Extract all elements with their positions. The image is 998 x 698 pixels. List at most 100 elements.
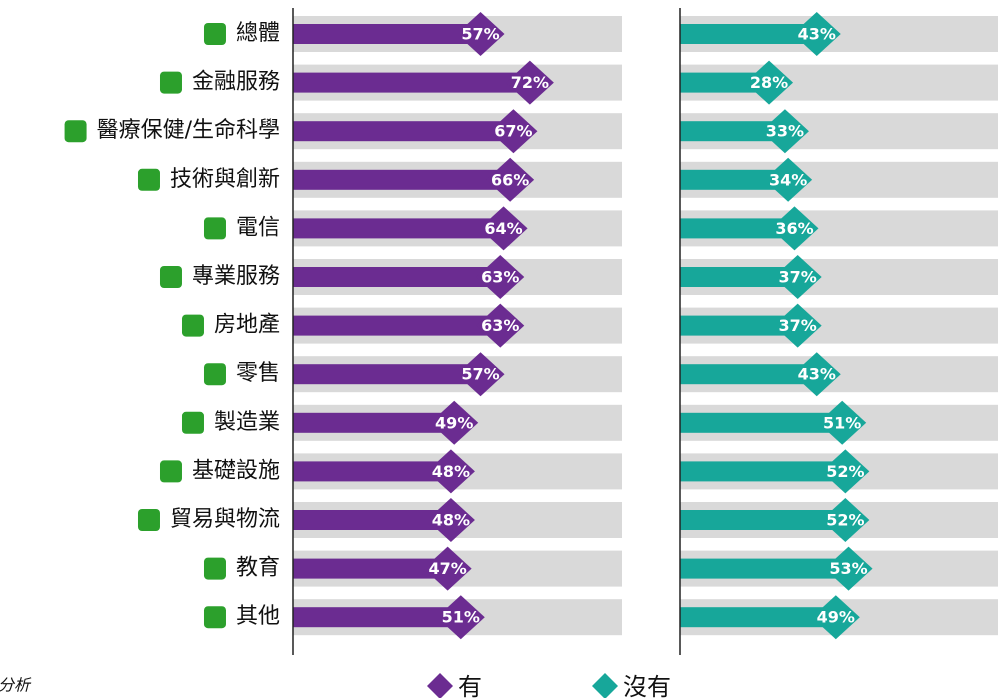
category-label: 電信 xyxy=(236,215,280,240)
value-diamond xyxy=(773,303,822,348)
bar xyxy=(293,267,501,287)
data-label: 37% xyxy=(779,316,817,335)
data-label: 43% xyxy=(798,25,836,44)
data-label: 52% xyxy=(826,511,864,530)
value-diamond xyxy=(792,352,841,397)
category-label: 總體 xyxy=(236,21,280,46)
data-label: 72% xyxy=(511,73,549,92)
bar xyxy=(293,24,481,44)
category-icon xyxy=(203,606,226,629)
data-label: 51% xyxy=(442,608,480,627)
data-label: 63% xyxy=(481,316,519,335)
category-label: 教育 xyxy=(236,556,280,581)
value-diamond xyxy=(770,206,819,251)
category-icon xyxy=(181,314,204,337)
data-label: 28% xyxy=(750,73,788,92)
data-label: 64% xyxy=(484,219,522,238)
bar xyxy=(680,510,846,530)
bar xyxy=(680,315,798,336)
bar xyxy=(293,607,461,628)
category-icon xyxy=(181,411,204,434)
value-diamond xyxy=(764,157,813,202)
value-diamond xyxy=(476,303,525,348)
data-label: 43% xyxy=(798,365,836,384)
legend-label: 沒有 xyxy=(623,673,671,698)
value-diamond xyxy=(745,60,794,105)
category-label: 貿易與物流 xyxy=(170,507,280,532)
data-label: 36% xyxy=(775,219,813,238)
bar xyxy=(680,461,846,482)
value-diamond xyxy=(486,157,535,202)
category-icon xyxy=(64,120,87,143)
value-diamond xyxy=(430,400,479,445)
bar xyxy=(293,558,448,579)
data-label: 52% xyxy=(826,462,864,481)
value-diamond xyxy=(426,498,475,542)
bar xyxy=(293,461,451,482)
bar xyxy=(680,24,817,44)
category-icon xyxy=(159,266,182,288)
data-label: 53% xyxy=(829,559,867,578)
bar xyxy=(680,607,836,628)
data-label: 37% xyxy=(779,268,817,287)
bar xyxy=(293,315,501,336)
data-label: 66% xyxy=(491,170,529,189)
category-label: 金融服務 xyxy=(192,70,280,95)
bar xyxy=(680,72,770,93)
data-label: 63% xyxy=(481,268,519,287)
category-icon xyxy=(137,509,160,531)
value-diamond xyxy=(489,109,538,154)
value-diamond xyxy=(821,449,870,494)
category-label: 零售 xyxy=(236,361,280,386)
data-label: 34% xyxy=(769,170,807,189)
value-diamond xyxy=(824,546,873,591)
data-label: 33% xyxy=(766,122,804,141)
category-label: 醫療保健/生命科學 xyxy=(97,118,280,143)
bar xyxy=(680,267,798,287)
legend-label: 有 xyxy=(458,673,482,698)
data-label: 57% xyxy=(461,365,499,384)
value-diamond xyxy=(426,449,475,494)
bar xyxy=(293,121,514,142)
category-label: 專業服務 xyxy=(192,264,280,289)
bar xyxy=(293,218,504,239)
category-icon xyxy=(159,71,182,94)
value-diamond xyxy=(792,12,841,56)
category-icon xyxy=(203,557,226,580)
category-label: 房地產 xyxy=(214,313,280,338)
data-label: 67% xyxy=(494,122,532,141)
data-label: 49% xyxy=(435,413,473,432)
data-label: 48% xyxy=(432,462,470,481)
value-diamond xyxy=(456,352,505,397)
value-diamond xyxy=(760,109,809,154)
category-icon xyxy=(203,23,226,45)
value-diamond xyxy=(818,400,867,445)
category-label: 基礎設施 xyxy=(192,458,280,483)
category-icon xyxy=(159,460,182,483)
source-note: 分析 xyxy=(0,676,32,695)
bar xyxy=(293,364,481,385)
legend-marker xyxy=(427,673,453,698)
bar xyxy=(293,412,455,433)
value-diamond xyxy=(479,206,528,251)
category-icon xyxy=(137,168,160,191)
bar xyxy=(293,169,511,190)
legend-marker xyxy=(592,673,618,698)
category-label: 其他 xyxy=(236,604,280,629)
value-diamond xyxy=(811,595,860,640)
bar xyxy=(680,558,849,579)
value-diamond xyxy=(476,255,525,299)
data-label: 49% xyxy=(817,608,855,627)
category-icon xyxy=(203,363,226,386)
data-label: 57% xyxy=(461,25,499,44)
category-label: 技術與創新 xyxy=(170,167,280,192)
data-label: 51% xyxy=(823,413,861,432)
data-label: 47% xyxy=(428,559,466,578)
value-diamond xyxy=(505,60,554,105)
bar xyxy=(680,218,795,239)
bar xyxy=(293,510,451,530)
bar xyxy=(680,121,785,142)
value-diamond xyxy=(821,498,870,542)
category-icon xyxy=(203,217,226,240)
